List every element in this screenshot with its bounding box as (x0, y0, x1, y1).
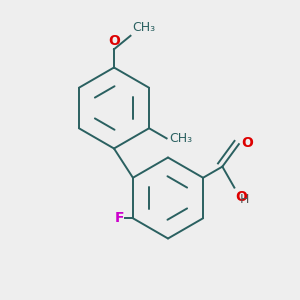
Text: H: H (240, 193, 249, 206)
Text: CH₃: CH₃ (132, 21, 155, 34)
Text: CH₃: CH₃ (169, 132, 192, 145)
Text: O: O (235, 190, 247, 204)
Text: O: O (108, 34, 120, 48)
Text: F: F (114, 211, 124, 225)
Text: O: O (241, 136, 253, 150)
